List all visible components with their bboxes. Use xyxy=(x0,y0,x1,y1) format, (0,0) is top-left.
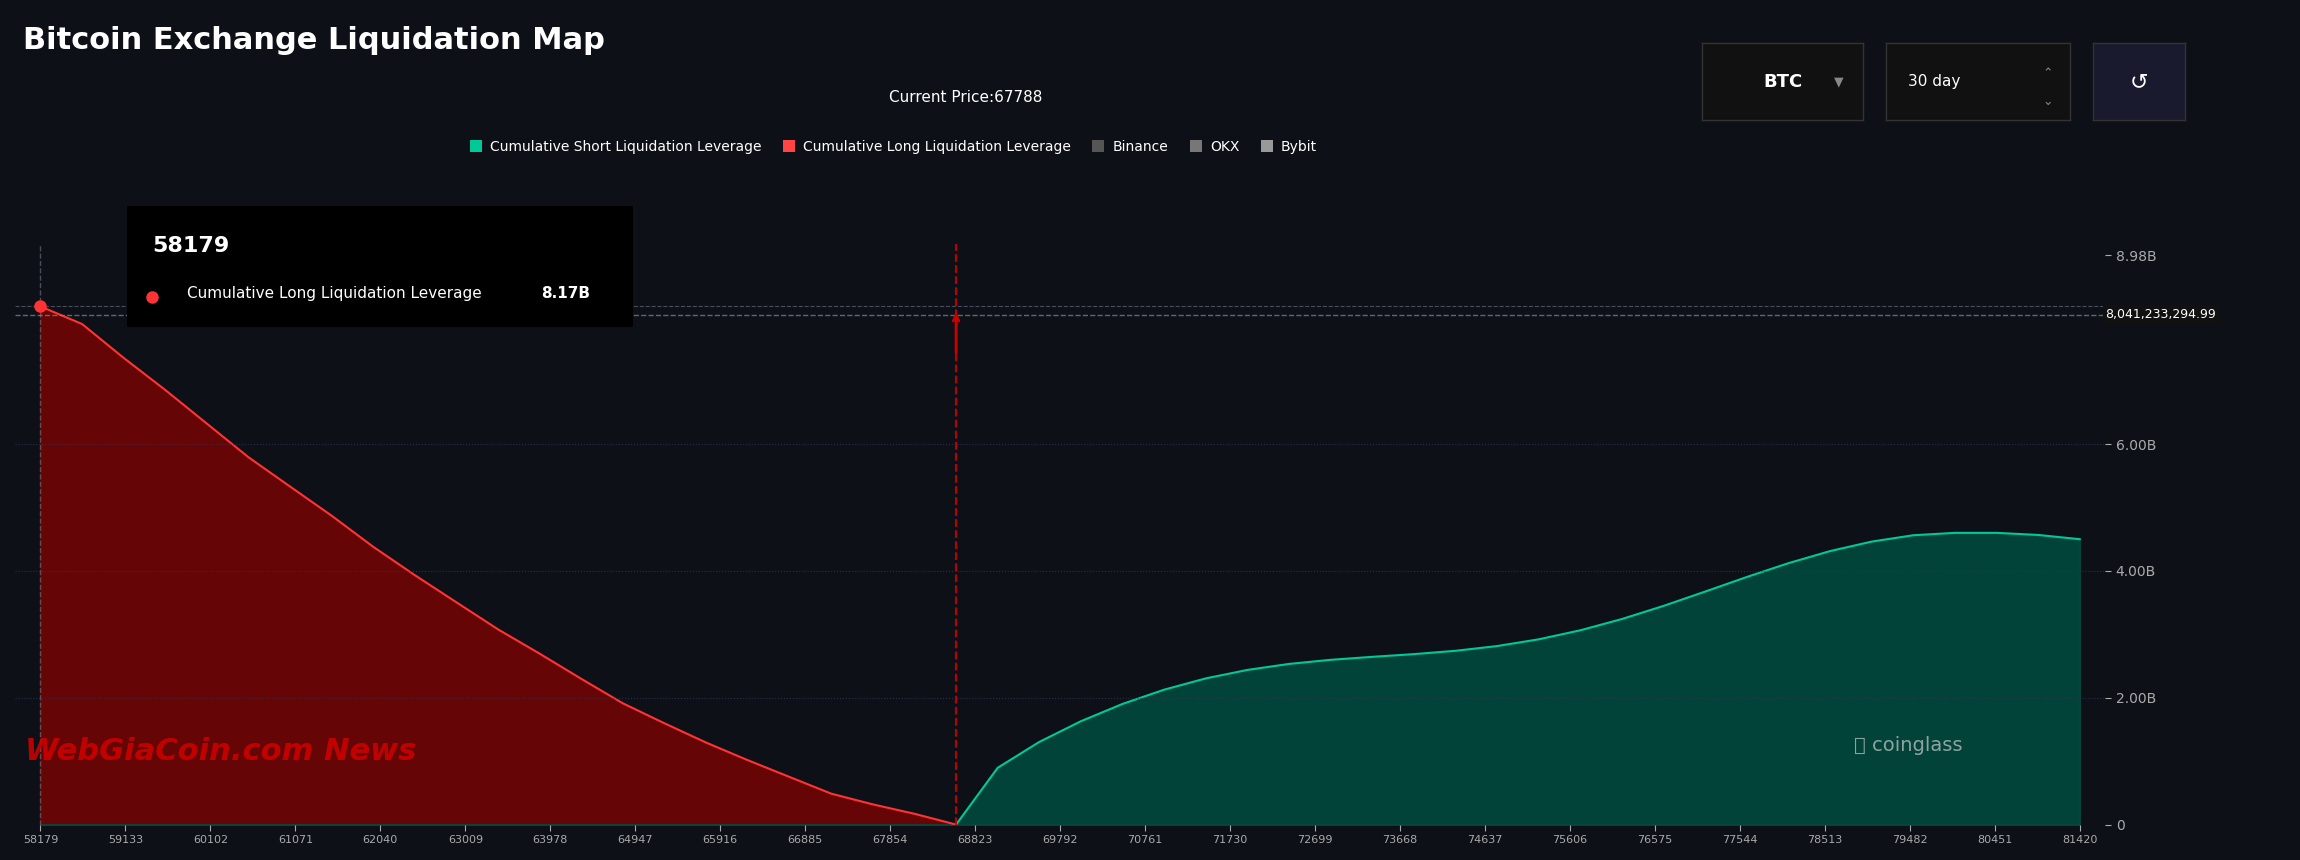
Text: ▼: ▼ xyxy=(1833,75,1845,89)
Text: 58179: 58179 xyxy=(152,237,230,256)
Text: 8.17B: 8.17B xyxy=(540,286,591,301)
Text: ↺: ↺ xyxy=(2130,71,2148,92)
Text: Current Price:67788: Current Price:67788 xyxy=(890,90,1042,105)
Text: WebGiaCoin.com News: WebGiaCoin.com News xyxy=(25,738,416,766)
Legend: Cumulative Short Liquidation Leverage, Cumulative Long Liquidation Leverage, Bin: Cumulative Short Liquidation Leverage, C… xyxy=(462,134,1322,160)
Text: Cumulative Long Liquidation Leverage: Cumulative Long Liquidation Leverage xyxy=(186,286,483,301)
Text: ⌃: ⌃ xyxy=(2042,67,2054,81)
Text: ⌄: ⌄ xyxy=(2042,95,2054,108)
Text: 🏆 coinglass: 🏆 coinglass xyxy=(1854,736,1962,755)
Text: BTC: BTC xyxy=(1764,73,1803,90)
Text: 30 day: 30 day xyxy=(1909,74,1960,89)
Text: Bitcoin Exchange Liquidation Map: Bitcoin Exchange Liquidation Map xyxy=(23,26,605,55)
Text: 8,041,233,294.99: 8,041,233,294.99 xyxy=(2104,308,2215,321)
